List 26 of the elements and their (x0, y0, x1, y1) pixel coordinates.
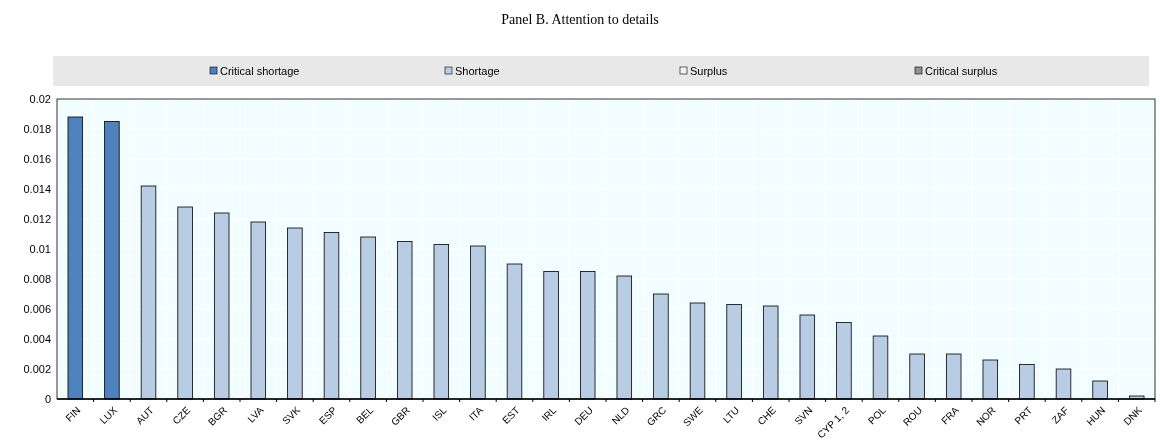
y-tick-label: 0.02 (29, 93, 51, 105)
legend-label: Shortage (455, 65, 500, 77)
chart-title: Panel B. Attention to details (501, 12, 659, 27)
x-tick-label: FIN (63, 404, 83, 424)
y-tick-label: 0.004 (23, 333, 51, 345)
x-tick-label: BEL (354, 404, 376, 426)
y-tick-label: 0 (44, 393, 51, 405)
x-tick-label: POL (865, 404, 889, 427)
y-tick-label: 0.018 (23, 123, 51, 135)
x-tick-label: CYP 1, 2 (815, 404, 852, 441)
x-tick-label: ISL (430, 404, 449, 423)
x-tick-label: LVA (245, 404, 266, 425)
y-tick-label: 0.016 (23, 153, 51, 165)
x-tick-label: LTU (720, 404, 742, 426)
x-tick-label: FRA (939, 404, 962, 427)
y-tick-label: 0.012 (23, 213, 51, 225)
x-tick-label: IRL (539, 404, 559, 424)
y-tick-label: 0.006 (23, 303, 51, 315)
legend-label: Critical shortage (220, 65, 300, 77)
legend-label: Surplus (690, 65, 728, 77)
y-tick-label: 0.002 (23, 363, 51, 375)
x-tick-label: ITA (466, 404, 486, 423)
y-tick-label: 0.008 (23, 273, 51, 285)
y-tick-label: 0.014 (23, 183, 51, 195)
y-tick-label: 0.01 (29, 243, 51, 255)
legend-label: Critical surplus (925, 65, 998, 77)
